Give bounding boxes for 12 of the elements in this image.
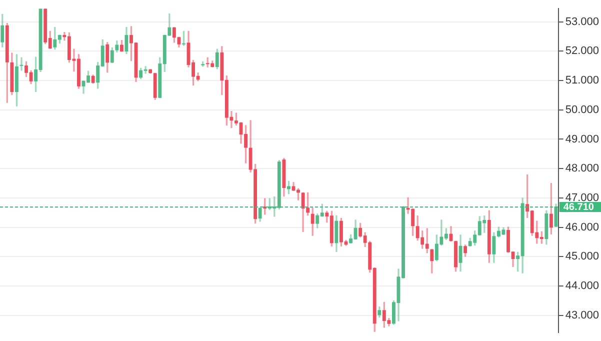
y-tick-label: 51.000 [565,74,600,87]
ref-line-label: 46.710 [563,202,594,214]
y-tick-label: 45.000 [565,250,600,263]
y-tick-label: 50.000 [565,104,600,116]
y-tick-label: 44.000 [565,280,600,292]
y-tick-label: 53.000 [565,16,600,28]
y-tick-label: 43.000 [565,309,600,322]
y-tick-label: 52.000 [565,45,600,58]
y-tick-label: 47.000 [565,192,600,204]
y-tick-label: 46.000 [565,221,600,234]
y-tick-label: 48.000 [565,162,600,175]
y-tick-label: 49.000 [565,133,600,146]
